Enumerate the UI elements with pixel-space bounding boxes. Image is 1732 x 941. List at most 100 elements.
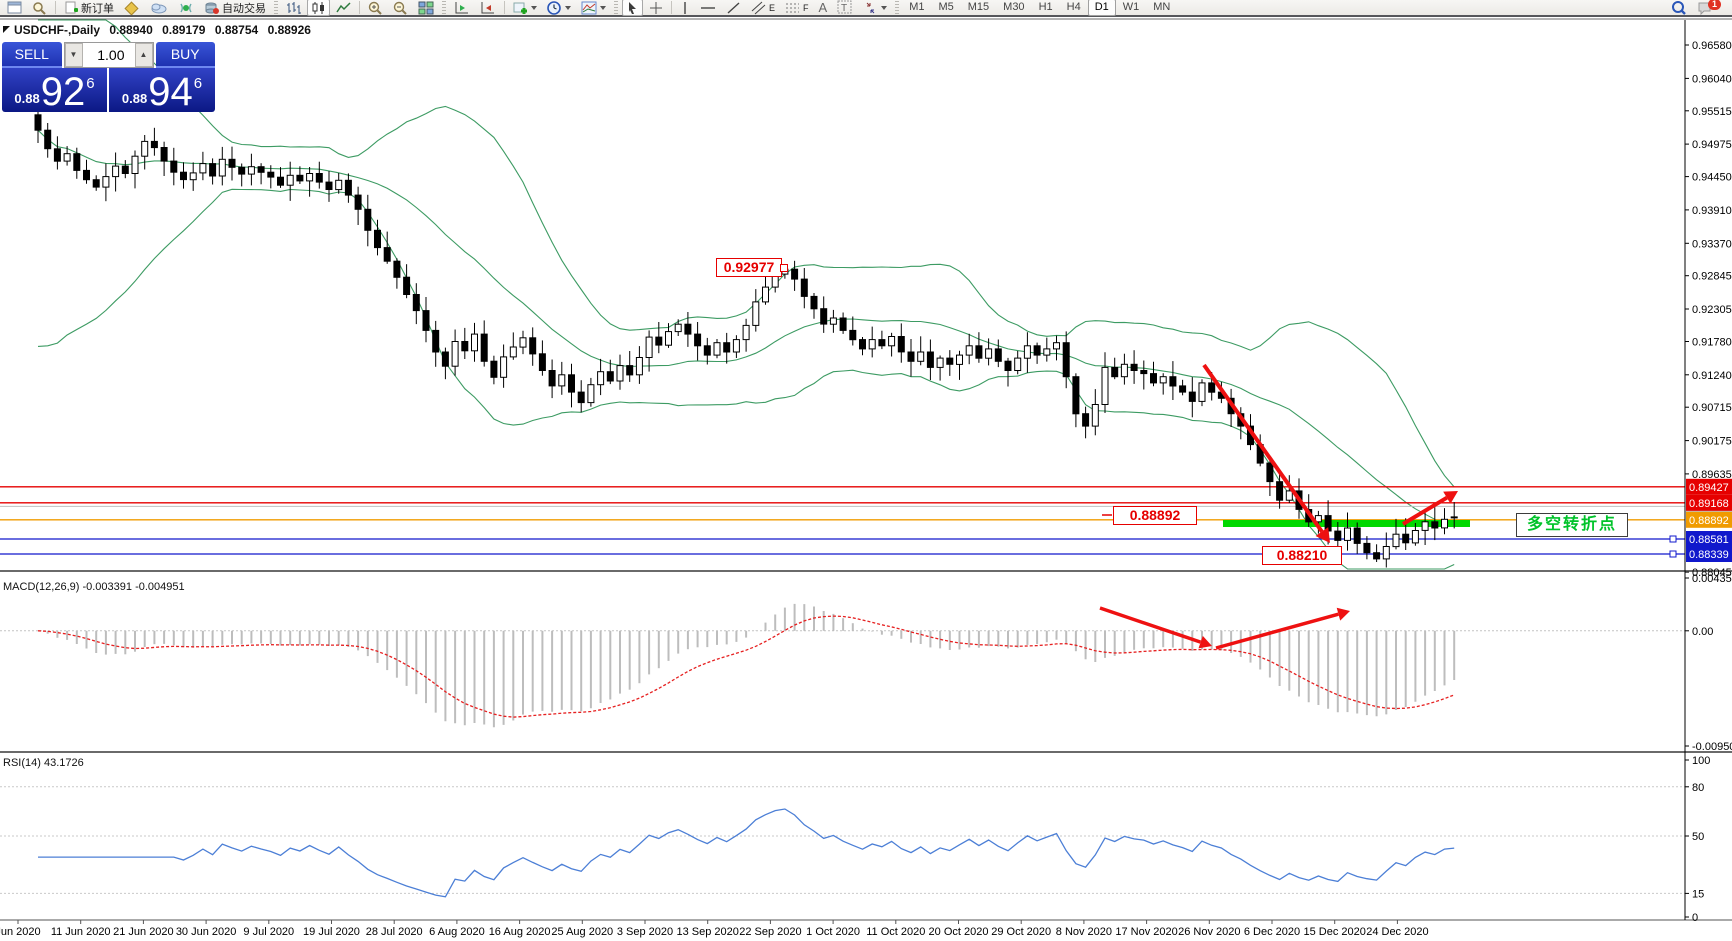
arrows-caret [881, 5, 888, 10]
svg-text:11 Jun 2020: 11 Jun 2020 [51, 926, 111, 938]
zoom-out-icon[interactable] [389, 0, 412, 16]
volume-increase-button[interactable]: ▲ [134, 43, 153, 67]
buy-price-pip: 6 [193, 75, 203, 92]
sell-price-big: 92 [40, 70, 86, 114]
support-price-label[interactable]: 0.88892 [1113, 506, 1197, 525]
auto-trade-label: 自动交易 [222, 2, 266, 15]
text-label-tool-icon[interactable]: T [833, 0, 857, 16]
channel-tool-icon[interactable]: E [747, 0, 779, 16]
add-indicator-icon [513, 2, 527, 14]
low-value: 0.88754 [214, 23, 259, 37]
timeframe-m5[interactable]: M5 [938, 1, 954, 13]
line-chart-mode-icon[interactable] [332, 0, 355, 16]
zoom-in-icon[interactable] [364, 0, 387, 16]
svg-text:0.89427: 0.89427 [1689, 482, 1729, 494]
timeframe-m30[interactable]: M30 [1003, 1, 1025, 13]
template-caret [600, 5, 606, 10]
period-clock-button[interactable] [543, 0, 575, 16]
svg-text:0.93370: 0.93370 [1692, 238, 1732, 250]
fibonacci-tool-icon[interactable]: F [781, 0, 813, 16]
timeframe-mn[interactable]: MN [1153, 1, 1171, 13]
svg-text:0.00: 0.00 [1692, 626, 1713, 638]
notifications-icon[interactable]: 1 [1693, 0, 1729, 16]
timeframe-bar: M1 M5 M15 M30 H1 H4 D1 W1 MN [902, 0, 1177, 16]
profile-search-icon[interactable] [28, 0, 51, 16]
svg-text:11 Oct 2020: 11 Oct 2020 [866, 926, 925, 938]
sell-price-pip: 6 [86, 75, 95, 92]
cursor-tool-icon[interactable] [622, 0, 643, 16]
buy-button[interactable]: BUY [155, 42, 215, 68]
horizontal-line-tool-icon[interactable] [696, 0, 720, 16]
arrows-tool-icon[interactable] [859, 0, 891, 16]
template-button[interactable] [577, 0, 610, 16]
timeframe-w1[interactable]: W1 [1122, 1, 1140, 13]
period-clock-icon [547, 0, 561, 15]
market-cloud-icon[interactable] [146, 0, 172, 16]
new-order-button[interactable]: 新订单 [60, 0, 118, 16]
buy-price-prefix: 0.88 [121, 91, 148, 106]
timeframe-m15[interactable]: M15 [967, 1, 990, 13]
timeframe-m1[interactable]: M1 [909, 1, 925, 13]
svg-text:26 Nov 2020: 26 Nov 2020 [1178, 926, 1240, 938]
svg-text:28 Jul 2020: 28 Jul 2020 [366, 926, 423, 938]
new-order-label: 新订单 [81, 2, 114, 15]
buy-price-display[interactable]: 0.88 94 6 [109, 68, 215, 112]
svg-text:19 Jul 2020: 19 Jul 2020 [303, 926, 360, 938]
auto-trade-button[interactable]: 自动交易 [200, 0, 270, 16]
svg-text:0.004351: 0.004351 [1692, 573, 1732, 585]
timeframe-h1[interactable]: H1 [1038, 1, 1053, 13]
svg-text:21 Jun 2020: 21 Jun 2020 [113, 926, 174, 938]
svg-text:16 Aug 2020: 16 Aug 2020 [489, 926, 551, 938]
timeframe-h4[interactable]: H4 [1066, 1, 1081, 13]
vertical-line-tool-icon[interactable] [676, 0, 694, 16]
svg-text:6 Aug 2020: 6 Aug 2020 [429, 926, 485, 938]
svg-text:6 Dec 2020: 6 Dec 2020 [1244, 926, 1300, 938]
search-icon[interactable] [1667, 0, 1691, 16]
low-price-label[interactable]: 0.88210 [1262, 546, 1342, 565]
macd-label: MACD(12,26,9) -0.003391 -0.004951 [3, 581, 185, 593]
svg-text:-0.009504: -0.009504 [1692, 741, 1732, 753]
step-back-icon[interactable] [476, 0, 500, 16]
template-icon [581, 1, 597, 14]
fibo-letter: F [803, 2, 809, 13]
svg-text:9 Jul 2020: 9 Jul 2020 [243, 926, 294, 938]
volume-input[interactable] [82, 43, 135, 67]
panel-collapse-arrow[interactable] [3, 26, 10, 33]
svg-text:0.88045: 0.88045 [1692, 567, 1732, 579]
sell-price-display[interactable]: 0.88 92 6 [2, 68, 107, 112]
svg-text:13 Sep 2020: 13 Sep 2020 [677, 926, 739, 938]
text-tool-icon[interactable]: A [818, 0, 828, 15]
sell-button[interactable]: SELL [2, 42, 62, 68]
new-window-icon[interactable] [3, 0, 26, 16]
svg-text:0.94975: 0.94975 [1692, 139, 1732, 151]
bar-chart-mode-icon[interactable] [282, 0, 305, 16]
depth-of-market-icon[interactable] [120, 0, 144, 16]
rsi-label: RSI(14) 43.1726 [3, 757, 84, 769]
crosshair-tool-icon[interactable] [645, 0, 667, 16]
svg-text:0.90715: 0.90715 [1692, 402, 1732, 414]
trendline-tool-icon[interactable] [722, 0, 745, 16]
tile-windows-icon[interactable] [414, 0, 438, 16]
candlestick-mode-icon[interactable] [307, 0, 330, 16]
svg-text:0.89168: 0.89168 [1689, 498, 1729, 510]
step-forward-icon[interactable] [450, 0, 474, 16]
period-caret [565, 5, 571, 10]
signals-icon[interactable] [174, 0, 198, 16]
svg-text:0.91780: 0.91780 [1692, 337, 1732, 349]
svg-text:T: T [841, 3, 847, 14]
turning-point-annotation[interactable]: 多空转折点 [1516, 513, 1628, 537]
buy-price-big: 94 [148, 70, 193, 114]
timeframe-d1[interactable]: D1 [1087, 0, 1116, 16]
svg-text:0: 0 [1692, 912, 1698, 924]
svg-text:15 Dec 2020: 15 Dec 2020 [1304, 926, 1366, 938]
svg-text:0.92305: 0.92305 [1692, 304, 1732, 316]
volume-decrease-button[interactable]: ▼ [64, 43, 83, 67]
peak-label-handle[interactable] [780, 264, 788, 272]
auto-trade-icon [205, 2, 219, 14]
peak-price-label[interactable]: 0.92977 [716, 258, 782, 277]
add-indicator-button[interactable] [509, 0, 541, 16]
chart-title: USDCHF-,Daily 0.88940 0.89179 0.88754 0.… [14, 23, 317, 37]
